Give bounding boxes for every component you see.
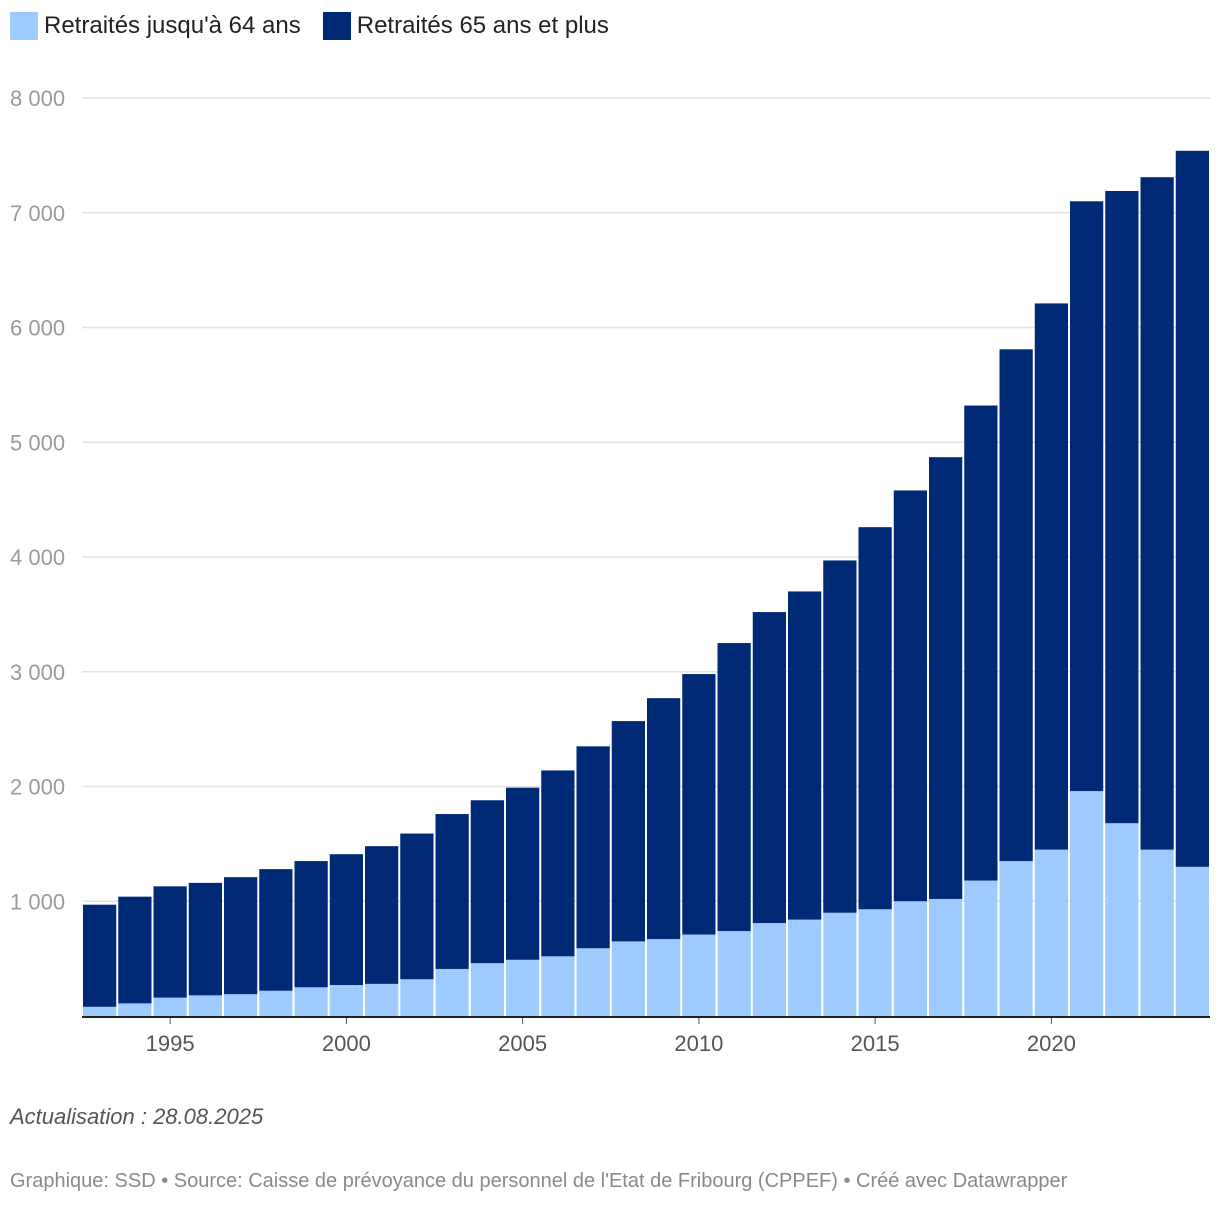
bar-segment-65-plus [999,349,1033,862]
bar-segment-under-65 [929,898,963,1016]
bar-segment-under-65 [682,934,716,1016]
bar-segment-65-plus [470,800,504,964]
bar-segment-65-plus [1070,201,1104,792]
bar-segment-65-plus [541,770,575,957]
y-tick-label: 7 000 [10,201,65,226]
chart-legend: Retraités jusqu'à 64 ans Retraités 65 an… [10,12,609,40]
bar-segment-65-plus [435,814,469,969]
bar-segment-under-65 [118,1003,152,1016]
x-tick-label: 2005 [498,1031,547,1056]
bar-segment-65-plus [682,674,716,935]
bar-segment-65-plus [1175,150,1209,867]
bar-segment-under-65 [365,983,399,1016]
bar-segment-under-65 [611,941,645,1016]
bar-segment-65-plus [611,721,645,942]
bar-segment-under-65 [1034,849,1068,1016]
bar-segment-under-65 [752,923,786,1016]
y-tick-label: 8 000 [10,86,65,111]
bars [83,150,1209,1016]
bar-segment-65-plus [365,846,399,984]
bar-segment-65-plus [506,787,540,960]
legend-label-65-plus: Retraités 65 ans et plus [356,12,609,39]
legend-label-under-65: Retraités jusqu'à 64 ans [44,12,301,39]
bar-segment-under-65 [858,909,892,1016]
bar-segment-under-65 [788,919,822,1016]
bar-segment-under-65 [435,968,469,1016]
x-tick-label: 1995 [146,1031,195,1056]
bar-segment-65-plus [752,612,786,924]
bar-segment-65-plus [858,527,892,910]
y-tick-label: 6 000 [10,316,65,341]
y-axis-tick-labels: 1 000 2 000 3 000 4 000 5 000 6 000 7 000 8 000 [10,86,65,914]
bar-segment-under-65 [717,931,751,1016]
bar-segment-under-65 [470,963,504,1016]
bar-segment-65-plus [1105,190,1139,824]
legend-item-under-65: Retraités jusqu'à 64 ans [10,12,301,40]
bar-segment-under-65 [506,959,540,1016]
y-tick-label: 2 000 [10,775,65,800]
stacked-bar-chart: 1 000 2 000 3 000 4 000 5 000 6 000 7 000 8 000… [10,86,1210,1056]
legend-swatch-65-plus [322,12,351,40]
y-tick-label: 4 000 [10,545,65,570]
update-note: Actualisation : 28.08.2025 [10,1104,264,1129]
y-tick-label: 3 000 [10,660,65,685]
bar-segment-under-65 [576,948,610,1016]
bar-segment-under-65 [259,990,293,1016]
bar-segment-under-65 [1105,823,1139,1016]
x-tick-label: 2010 [674,1031,723,1056]
bar-segment-65-plus [576,746,610,949]
bar-segment-under-65 [153,997,187,1016]
bar-segment-under-65 [1070,791,1104,1016]
bar-segment-under-65 [224,994,258,1016]
bar-segment-65-plus [400,833,434,980]
bar-segment-65-plus [153,886,187,998]
bar-segment-under-65 [893,901,927,1016]
bar-segment-under-65 [1175,866,1209,1016]
x-tick-label: 2015 [851,1031,900,1056]
bar-segment-65-plus [893,490,927,902]
y-tick-label: 1 000 [10,889,65,914]
y-tick-label: 5 000 [10,430,65,455]
bar-segment-under-65 [647,939,681,1016]
bar-segment-under-65 [964,880,998,1016]
bar-segment-under-65 [823,912,857,1016]
bar-segment-65-plus [188,882,222,996]
x-axis-tick-labels: 1995 2000 2005 2010 2015 2020 [146,1018,1076,1056]
bar-segment-65-plus [717,643,751,932]
bar-segment-under-65 [294,987,328,1016]
bar-segment-65-plus [118,896,152,1004]
bar-segment-under-65 [400,979,434,1016]
bar-segment-under-65 [999,861,1033,1016]
bar-segment-65-plus [259,869,293,991]
x-tick-label: 2000 [322,1031,371,1056]
bar-segment-65-plus [788,591,822,920]
bar-segment-under-65 [83,1006,117,1016]
bar-segment-65-plus [294,861,328,988]
legend-swatch-under-65 [10,12,38,40]
bar-segment-under-65 [188,995,222,1016]
bar-segment-65-plus [647,698,681,940]
bar-segment-65-plus [329,854,363,986]
legend-item-65-plus: Retraités 65 ans et plus [322,12,609,40]
bar-segment-65-plus [83,904,117,1007]
footer-credits: Graphique: SSD • Source: Caisse de prévo… [10,1170,1068,1192]
bar-segment-65-plus [224,877,258,995]
bar-segment-65-plus [1140,177,1174,850]
bar-segment-65-plus [1034,303,1068,850]
bar-segment-under-65 [541,956,575,1016]
x-tick-label: 2020 [1027,1031,1076,1056]
bar-segment-65-plus [964,405,998,881]
bar-segment-65-plus [823,560,857,913]
bar-segment-65-plus [929,457,963,899]
bar-segment-under-65 [1140,849,1174,1016]
bar-segment-under-65 [329,985,363,1016]
